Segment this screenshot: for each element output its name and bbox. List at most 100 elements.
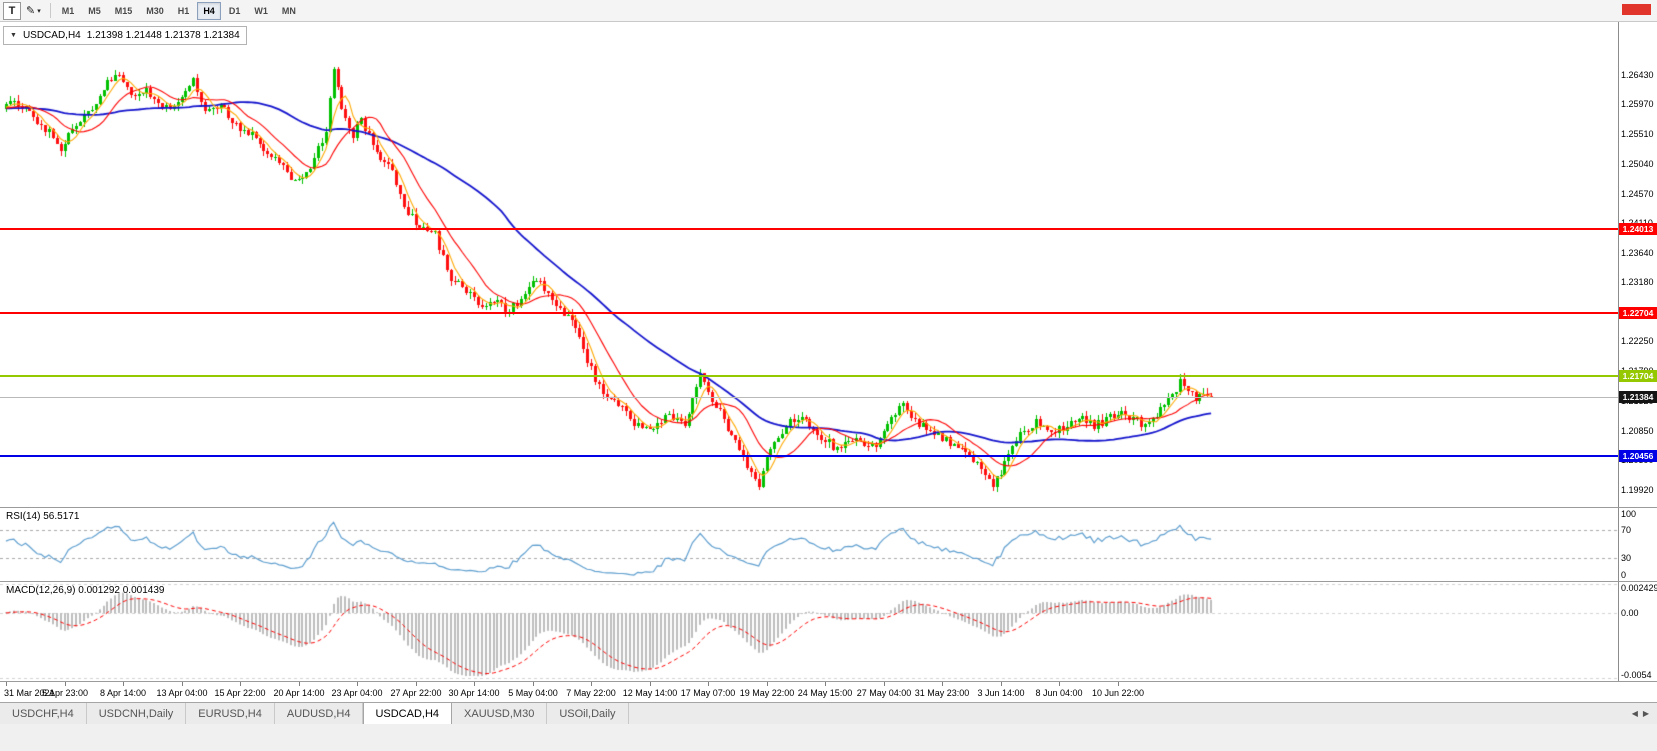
chart-canvas[interactable] [0, 22, 1618, 681]
horizontal-line-1.21704[interactable] [0, 375, 1618, 377]
toolbar-separator [49, 3, 51, 18]
chart-title-ohlc: 1.21398 1.21448 1.21378 1.21384 [86, 30, 240, 41]
time-axis-label: 31 May 23:00 [914, 688, 970, 698]
price-axis-border [1618, 22, 1619, 682]
time-axis-label: 3 Jun 14:00 [977, 688, 1025, 698]
time-axis-tick [65, 682, 66, 686]
chart-tab-bar: USDCHF,H4 USDCNH,Daily EURUSD,H4 AUDUSD,H4 U… [0, 702, 1657, 724]
timeframe-button-m30[interactable]: M30 [146, 5, 164, 16]
panel-separator-rsi-macd[interactable] [0, 581, 1657, 582]
time-axis-tick [533, 682, 534, 686]
price-axis-label: 1.23180 [1621, 277, 1654, 288]
chart-tab-audusd-h4[interactable]: AUDUSD,H4 [274, 703, 364, 724]
macd-axis-label--0.0054: -0.0054 [1621, 670, 1652, 680]
time-axis-tick [650, 682, 651, 686]
price-axis-label: 1.20850 [1621, 425, 1654, 436]
chart-title-box[interactable]: ▼ USDCAD,H4 1.21398 1.21448 1.21378 1.21… [3, 26, 247, 45]
time-axis: 31 Mar 2021 5 Apr 23:00 8 Apr 14:00 13 Apr … [0, 682, 1657, 702]
time-axis-label: 24 May 15:00 [797, 688, 853, 698]
price-axis-label: 1.25040 [1621, 158, 1654, 169]
timeframe-button-m1[interactable]: M1 [61, 5, 75, 16]
timeframe-button-m5[interactable]: M5 [88, 5, 101, 16]
price-tag-1.22704: 1.22704 [1619, 307, 1657, 319]
time-axis-tick [591, 682, 592, 686]
macd-indicator-label: MACD(12,26,9) 0.001292 0.001439 [6, 585, 165, 596]
price-axis-label: 1.25970 [1621, 99, 1654, 110]
chart-tab-usdchf-h4[interactable]: USDCHF,H4 [0, 703, 87, 724]
time-axis-tick [182, 682, 183, 686]
timeframe-button-d1[interactable]: D1 [228, 5, 241, 16]
price-tag-1.21704: 1.21704 [1619, 370, 1657, 382]
price-axis-label: 1.24110 [1621, 218, 1656, 228]
time-axis-tick [474, 682, 475, 686]
pencil-icon: ✎ [26, 5, 36, 17]
chart-tab-usoil-daily[interactable]: USOil,Daily [547, 703, 629, 724]
chart-tab-eurusd-h4[interactable]: EURUSD,H4 [186, 703, 275, 724]
time-axis-label: 10 Jun 22:00 [1091, 688, 1145, 698]
timeframe-button-w1[interactable]: W1 [254, 5, 268, 16]
time-axis-label: 19 May 22:00 [739, 688, 795, 698]
time-axis-label: 8 Apr 14:00 [99, 688, 147, 698]
horizontal-line-1.24013[interactable] [0, 228, 1618, 230]
time-axis-tick [6, 682, 7, 686]
horizontal-line-1.20456[interactable] [0, 455, 1618, 457]
rsi-axis-label-100: 100 [1621, 509, 1637, 519]
text-tool-button[interactable]: T [3, 1, 21, 20]
time-axis-tick [1118, 682, 1119, 686]
time-axis-label: 15 Apr 22:00 [214, 688, 266, 698]
time-axis-label: 27 May 04:00 [856, 688, 912, 698]
time-axis-tick [708, 682, 709, 686]
price-axis-label: 1.24570 [1621, 188, 1654, 199]
time-axis-tick [240, 682, 241, 686]
price-axis-label: 1.26430 [1621, 69, 1654, 80]
time-axis-label: 7 May 22:00 [566, 688, 616, 698]
draw-tool-button[interactable]: ✎ ▾ [22, 2, 45, 20]
price-axis-label: 1.23640 [1621, 247, 1654, 258]
time-axis-tick [1001, 682, 1002, 686]
horizontal-line-1.22704[interactable] [0, 312, 1618, 314]
time-axis-tick [357, 682, 358, 686]
timeframe-button-mn[interactable]: MN [281, 5, 296, 16]
time-axis-tick [825, 682, 826, 686]
rsi-axis-label-0: 0 [1621, 570, 1627, 580]
time-axis-tick [416, 682, 417, 686]
price-tag-1.20456: 1.20456 [1619, 450, 1657, 462]
tab-scroll-right-icon[interactable]: ▶ [1642, 709, 1649, 718]
rsi-axis-label-30: 30 [1621, 553, 1632, 564]
time-axis-label: 27 Apr 22:00 [390, 688, 442, 698]
caret-down-icon: ▾ [37, 7, 41, 15]
top-toolbar: T ✎ ▾ M1 M5 M15 M30 H1 H4 D1 W1 MN [0, 0, 1657, 22]
red-indicator [1622, 4, 1651, 15]
price-axis-label: 1.19920 [1621, 484, 1654, 495]
current-price-tag: 1.21384 [1619, 391, 1657, 403]
time-axis-label: 5 May 04:00 [508, 688, 558, 698]
timeframe-button-h4[interactable]: H4 [197, 1, 221, 20]
timeframe-button-h1[interactable]: H1 [177, 5, 190, 16]
chart-tab-usdcnh-daily[interactable]: USDCNH,Daily [86, 703, 187, 724]
timeframe-group: M1 M5 M15 M30 H1 H4 D1 W1 MN [55, 0, 303, 21]
chart-tab-usdcad-h4[interactable]: USDCAD,H4 [363, 703, 453, 724]
panel-separator-main-rsi[interactable] [0, 507, 1657, 508]
macd-axis-label-0.00: 0.00 [1621, 608, 1639, 619]
price-tag-1.24013: 1.24013 [1619, 223, 1657, 235]
time-axis-tick [299, 682, 300, 686]
panel-separator-macd-timeaxis [0, 681, 1657, 682]
time-axis-tick [123, 682, 124, 686]
time-axis-label: 23 Apr 04:00 [331, 688, 383, 698]
time-axis-label: 12 May 14:00 [622, 688, 678, 698]
chart-tab-xauusd-m30[interactable]: XAUUSD,M30 [452, 703, 548, 724]
time-axis-tick [1059, 682, 1060, 686]
time-axis-label: 31 Mar 2021 [4, 688, 55, 698]
time-axis-tick [942, 682, 943, 686]
timeframe-button-m15[interactable]: M15 [114, 5, 133, 16]
chart-title-symbol: USDCAD,H4 [22, 30, 81, 41]
rsi-indicator-label: RSI(14) 56.5171 [6, 511, 80, 522]
price-axis-label: 1.25510 [1621, 128, 1654, 139]
rsi-axis-label-70: 70 [1621, 524, 1632, 535]
time-axis-label: 5 Apr 23:00 [41, 688, 89, 698]
time-axis-label: 20 Apr 14:00 [273, 688, 325, 698]
price-axis-label: 1.22250 [1621, 336, 1654, 347]
current-price-line [0, 397, 1618, 398]
time-axis-tick [767, 682, 768, 686]
tab-scroll-left-icon[interactable]: ◀ [1631, 709, 1638, 718]
